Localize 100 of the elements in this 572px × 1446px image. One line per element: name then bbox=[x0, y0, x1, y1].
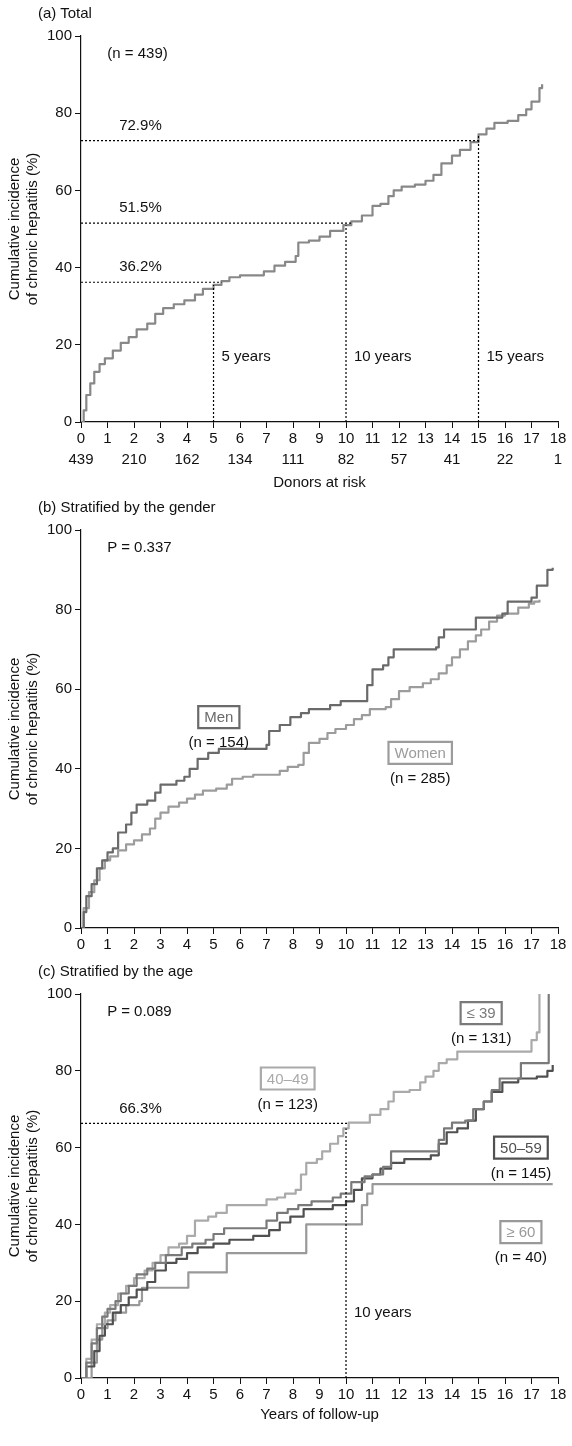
y-tick-label: 100 bbox=[47, 520, 73, 538]
ref-line-label: 5 years bbox=[221, 346, 271, 364]
ref-line-label: 10 years bbox=[354, 1302, 412, 1320]
ref-line-label: 66.3% bbox=[119, 1098, 162, 1116]
x-tick-label: 2 bbox=[129, 429, 139, 447]
y-tick-label: 40 bbox=[55, 1214, 73, 1232]
x-tick-label: 9 bbox=[315, 1385, 324, 1403]
x-tick-label: 11 bbox=[364, 429, 381, 447]
text: 57 bbox=[390, 450, 408, 468]
y-tick-label: 20 bbox=[55, 1291, 73, 1309]
text: 439 bbox=[68, 450, 94, 468]
x-tick-label: 18 bbox=[549, 1385, 567, 1403]
x-tick-label: 12 bbox=[390, 429, 408, 447]
annotation: (n = 285) bbox=[389, 769, 451, 787]
y-tick-label: 40 bbox=[55, 257, 73, 275]
y-tick-label: 60 bbox=[55, 679, 73, 697]
y-tick-label: 80 bbox=[55, 1060, 73, 1078]
text: 210 bbox=[121, 450, 147, 468]
x-tick-label: 14 bbox=[443, 1385, 461, 1403]
x-tick-label: 8 bbox=[288, 1385, 298, 1403]
x-tick-label: 5 bbox=[209, 935, 218, 953]
x-tick-label: 4 bbox=[182, 1385, 192, 1403]
annotation: (n = 40) bbox=[494, 1248, 547, 1266]
x-tick-label: 13 bbox=[417, 1385, 434, 1403]
text: 82 bbox=[337, 450, 355, 468]
x-axis-title: Years of follow-up bbox=[260, 1405, 379, 1423]
text: 41 bbox=[443, 450, 461, 468]
x-tick-label: 3 bbox=[156, 935, 165, 953]
x-tick-label: 11 bbox=[364, 935, 381, 953]
x-tick-label: 6 bbox=[235, 935, 245, 953]
annotation: (n = 154) bbox=[188, 733, 250, 751]
x-tick-label: 8 bbox=[288, 935, 298, 953]
x-axis-title: Donors at risk bbox=[273, 473, 367, 491]
y-tick-label: 20 bbox=[55, 838, 73, 856]
x-tick-label: 1 bbox=[103, 429, 112, 447]
annotation: P = 0.089 bbox=[107, 1002, 172, 1020]
y-tick-label: 80 bbox=[55, 599, 73, 617]
x-tick-label: 14 bbox=[443, 935, 461, 953]
x-tick-label: 0 bbox=[76, 935, 86, 953]
ref-line-label: 36.2% bbox=[119, 257, 162, 275]
y-axis-title: Cumulative incidence of chronic hepatitis (%) bbox=[5, 152, 41, 306]
x-tick-label: 17 bbox=[523, 935, 540, 953]
annotation: (n = 439) bbox=[107, 44, 168, 62]
ref-line-label: 15 years bbox=[486, 346, 545, 364]
y-tick-label: 40 bbox=[55, 758, 73, 776]
ref-line-label: 10 years bbox=[354, 346, 412, 364]
y-axis-title: Cumulative incidence of chronic hepatitis (%) bbox=[5, 652, 41, 806]
x-tick-label: 7 bbox=[262, 935, 271, 953]
series-label: Men bbox=[204, 708, 234, 726]
annotation: (n = 145) bbox=[490, 1163, 552, 1181]
x-tick-label: 1 bbox=[103, 1385, 112, 1403]
text: 134 bbox=[227, 450, 253, 468]
x-tick-label: 12 bbox=[390, 935, 408, 953]
text: 162 bbox=[174, 450, 200, 468]
x-tick-label: 16 bbox=[496, 1385, 514, 1403]
y-axis-title: Cumulative incidence of chronic hepatitis (%) bbox=[5, 1109, 41, 1263]
y-tick-label: 60 bbox=[55, 1137, 73, 1155]
x-tick-label: 1 bbox=[103, 935, 112, 953]
y-tick-label: 60 bbox=[55, 180, 73, 198]
annotation: (n = 123) bbox=[257, 1094, 318, 1112]
text: Women bbox=[394, 744, 446, 762]
x-tick-label: 7 bbox=[262, 1385, 271, 1403]
x-tick-label: 3 bbox=[156, 429, 165, 447]
x-tick-label: 10 bbox=[337, 1385, 355, 1403]
x-tick-label: 5 bbox=[209, 429, 218, 447]
chart-title: (c) Stratified by the age bbox=[37, 961, 195, 981]
y-tick-label: 100 bbox=[47, 984, 73, 1002]
text: 40–49 bbox=[266, 1069, 309, 1087]
ref-line-label: 51.5% bbox=[119, 198, 162, 216]
x-tick-label: 4 bbox=[182, 935, 192, 953]
text: ≥ 60 bbox=[506, 1223, 536, 1241]
x-tick-label: 8 bbox=[288, 429, 298, 447]
text: 111 bbox=[281, 450, 305, 468]
x-tick-label: 15 bbox=[470, 429, 487, 447]
y-tick-label: 20 bbox=[55, 334, 73, 352]
x-tick-label: 12 bbox=[390, 1385, 408, 1403]
x-tick-label: 18 bbox=[549, 935, 567, 953]
x-tick-label: 2 bbox=[129, 935, 139, 953]
x-tick-label: 18 bbox=[549, 429, 567, 447]
annotation: (n = 131) bbox=[450, 1029, 512, 1047]
text: 50–59 bbox=[500, 1138, 542, 1156]
ref-line-label: 72.9% bbox=[119, 115, 162, 133]
y-tick-label: 0 bbox=[63, 412, 73, 430]
x-tick-label: 5 bbox=[209, 1385, 218, 1403]
x-tick-label: 13 bbox=[417, 429, 434, 447]
y-tick-label: 0 bbox=[63, 1368, 73, 1386]
x-tick-label: 17 bbox=[523, 1385, 540, 1403]
x-tick-label: 6 bbox=[235, 1385, 245, 1403]
x-tick-label: 14 bbox=[443, 429, 461, 447]
x-tick-label: 15 bbox=[470, 935, 487, 953]
text: ≤ 39 bbox=[466, 1004, 496, 1022]
x-tick-label: 0 bbox=[76, 429, 86, 447]
x-tick-label: 2 bbox=[129, 1385, 139, 1403]
y-tick-label: 100 bbox=[47, 26, 73, 44]
x-tick-label: 10 bbox=[337, 429, 355, 447]
x-tick-label: 3 bbox=[156, 1385, 165, 1403]
x-tick-label: 0 bbox=[76, 1385, 86, 1403]
y-tick-label: 80 bbox=[55, 103, 73, 121]
x-tick-label: 10 bbox=[337, 935, 355, 953]
x-tick-label: 16 bbox=[496, 429, 514, 447]
